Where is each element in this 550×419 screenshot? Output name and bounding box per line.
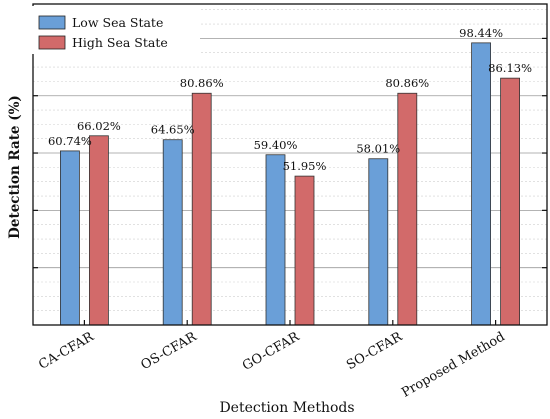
data-labels: 60.74%66.02% 64.65% 80.86% 59.40% 51.95% 58.0…	[48, 26, 532, 173]
data-label-proposed-method-low: 98.44%	[459, 26, 503, 40]
data-label-os-cfar-low: 64.65%	[151, 123, 195, 137]
bar-ca-cfar-high	[89, 135, 109, 326]
data-label-so-cfar-low: 58.01%	[356, 142, 400, 156]
data-label-go-cfar-high: 51.95%	[283, 159, 327, 173]
bar-proposed-method-low	[471, 42, 492, 326]
data-label-go-cfar-low: 59.40%	[254, 138, 298, 152]
bars	[60, 42, 521, 326]
bar-go-cfar-low	[265, 154, 286, 326]
bar-os-cfar-low	[162, 139, 183, 326]
data-label-os-cfar-high: 80.86%	[180, 76, 224, 90]
legend: Low Sea State High Sea State	[30, 6, 200, 54]
legend-label-low-sea-state: Low Sea State	[72, 15, 163, 30]
bar-ca-cfar-low	[60, 150, 80, 326]
data-label-so-cfar-high: 80.86%	[385, 76, 429, 90]
x-tick-label: Proposed Method	[399, 329, 507, 400]
y-axis-title: Detection Rate (%)	[7, 95, 23, 239]
legend-swatch-low-sea-state	[38, 15, 66, 30]
legend-swatch-high-sea-state	[38, 35, 66, 50]
x-tick-label: OS-CFAR	[138, 329, 200, 373]
x-axis-title: Detection Methods	[219, 400, 354, 416]
x-tick-label: CA-CFAR	[36, 329, 97, 373]
bar-os-cfar-high	[191, 92, 212, 326]
bar-proposed-method-high	[500, 77, 521, 326]
x-tick-label: GO-CFAR	[240, 329, 303, 374]
bar-so-cfar-high	[397, 92, 418, 326]
bar-so-cfar-low	[368, 158, 389, 326]
x-tick-label: SO-CFAR	[344, 329, 406, 373]
bar-go-cfar-high	[294, 175, 315, 326]
axes-box	[32, 3, 548, 326]
data-label-ca-cfar-low: 60.74%	[48, 134, 92, 148]
data-label-ca-cfar-high: 66.02%	[77, 119, 121, 133]
legend-label-high-sea-state: High Sea State	[72, 35, 168, 50]
grid-lines	[33, 9, 547, 311]
data-label-proposed-method-high: 86.13%	[488, 61, 532, 75]
